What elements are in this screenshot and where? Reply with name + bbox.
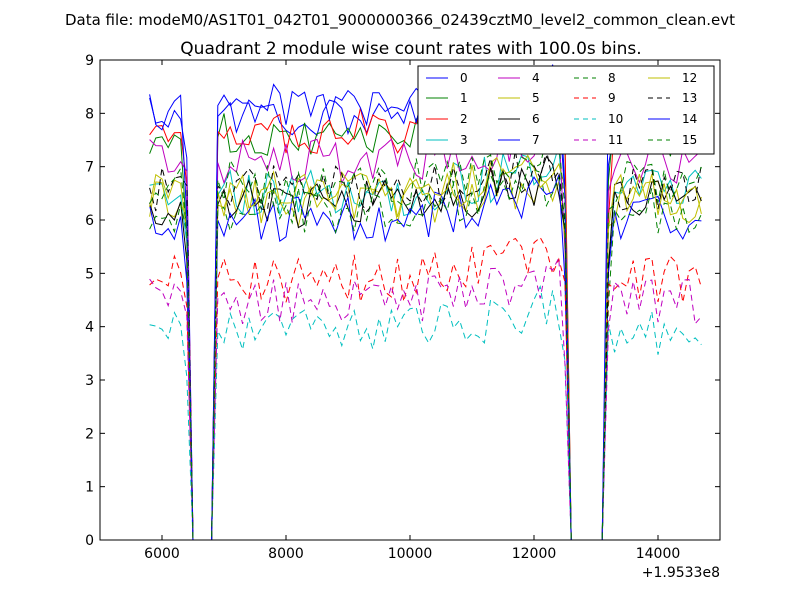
- legend-label-12: 12: [682, 71, 697, 85]
- series-line-9: [149, 236, 702, 540]
- x-tick-label: 14000: [636, 546, 681, 562]
- x-tick-label: 6000: [144, 546, 180, 562]
- y-tick-label: 9: [85, 53, 94, 69]
- series-layer: [149, 64, 702, 540]
- series-line-8: [149, 166, 702, 540]
- x-tick-label: 12000: [512, 546, 557, 562]
- legend-label-1: 1: [460, 91, 468, 105]
- legend-label-4: 4: [532, 71, 540, 85]
- x-offset-label: +1.9533e8: [642, 565, 720, 581]
- y-tick-label: 5: [85, 266, 94, 282]
- legend-label-7: 7: [532, 133, 540, 147]
- y-tick-label: 0: [85, 533, 94, 549]
- y-tick-label: 4: [85, 320, 94, 336]
- legend-label-2: 2: [460, 112, 468, 126]
- legend-label-6: 6: [532, 112, 540, 126]
- series-line-6: [149, 155, 702, 540]
- y-tick-label: 3: [85, 373, 94, 389]
- series-line-1: [149, 109, 702, 540]
- chart-title: Quadrant 2 module wise count rates with …: [180, 39, 641, 59]
- series-line-4: [149, 118, 702, 540]
- y-tick-label: 6: [85, 213, 94, 229]
- legend-label-3: 3: [460, 133, 468, 147]
- legend-label-5: 5: [532, 91, 540, 105]
- series-line-7: [149, 174, 702, 540]
- legend-label-13: 13: [682, 91, 697, 105]
- figure-suptitle: Data file: modeM0/AS1T01_042T01_90000003…: [65, 11, 735, 30]
- legend-label-15: 15: [682, 133, 697, 147]
- y-tick-label: 1: [85, 480, 94, 496]
- y-tick-label: 2: [85, 426, 94, 442]
- y-tick-label: 7: [85, 160, 94, 176]
- y-tick-label: 8: [85, 106, 94, 122]
- series-line-13: [149, 149, 702, 540]
- series-line-15: [149, 138, 702, 540]
- legend-label-14: 14: [682, 112, 697, 126]
- x-tick-label: 10000: [388, 546, 433, 562]
- legend-label-9: 9: [608, 91, 616, 105]
- series-line-12: [149, 154, 702, 540]
- legend-label-0: 0: [460, 71, 468, 85]
- legend-label-10: 10: [608, 112, 623, 126]
- x-tick-label: 8000: [268, 546, 304, 562]
- legend-frame: [417, 65, 715, 155]
- series-line-11: [149, 256, 702, 540]
- legend-label-11: 11: [608, 133, 623, 147]
- series-line-10: [149, 284, 702, 540]
- legend-label-8: 8: [608, 71, 616, 85]
